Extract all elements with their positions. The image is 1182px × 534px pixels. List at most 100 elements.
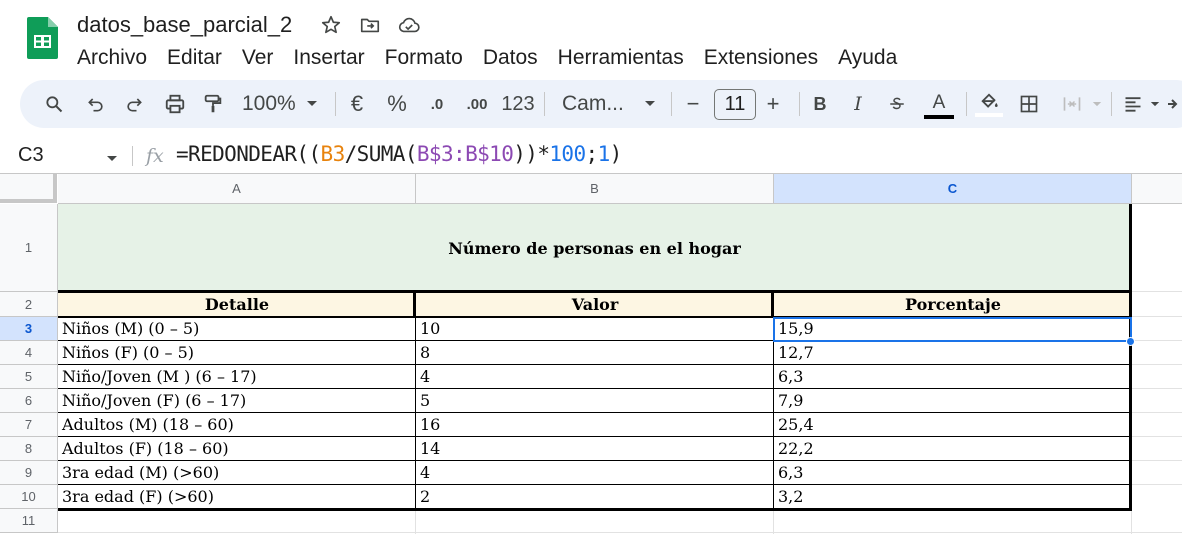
- gridline: [415, 510, 416, 534]
- cell-a4[interactable]: Niños (F) (0 – 5): [62, 343, 195, 362]
- table-border: [58, 340, 1132, 341]
- document-title[interactable]: datos_base_parcial_2: [77, 12, 293, 37]
- cell-a6[interactable]: Niño/Joven (F) (6 – 17): [62, 391, 247, 410]
- search-menus-icon[interactable]: [40, 80, 68, 128]
- menu-archivo[interactable]: Archivo: [77, 46, 148, 69]
- text-color-button[interactable]: A: [922, 80, 956, 128]
- formula-input[interactable]: =REDONDEAR((B3/SUMA(B$3:B$10))*100;1): [176, 142, 622, 166]
- fill-color-icon[interactable]: [974, 80, 1004, 128]
- row-header-2[interactable]: 2: [0, 292, 58, 317]
- cell-b5[interactable]: 4: [420, 367, 431, 386]
- menu-ayuda[interactable]: Ayuda: [838, 46, 898, 69]
- increase-font-size-button[interactable]: +: [766, 91, 780, 116]
- font-size-input[interactable]: 11: [714, 89, 756, 120]
- align-left-icon[interactable]: [1120, 80, 1146, 128]
- currency-format-button[interactable]: €: [350, 91, 364, 116]
- borders-icon[interactable]: [1015, 80, 1043, 128]
- print-icon[interactable]: [161, 80, 189, 128]
- header-cell-valor[interactable]: Valor: [416, 292, 774, 317]
- table-border: [58, 436, 1132, 437]
- menu-insertar[interactable]: Insertar: [293, 46, 365, 69]
- menu-formato[interactable]: Formato: [384, 46, 463, 69]
- cell-c7[interactable]: 25,4: [778, 415, 814, 434]
- more-arrow-icon[interactable]: [1164, 80, 1180, 128]
- toolbar-divider: [799, 92, 800, 116]
- cell-a7[interactable]: Adultos (M) (18 – 60): [62, 415, 234, 434]
- row-header-3[interactable]: 3: [0, 317, 58, 341]
- column-header-a[interactable]: A: [58, 174, 416, 204]
- row-header-9[interactable]: 9: [0, 461, 58, 485]
- row-header-8[interactable]: 8: [0, 437, 58, 461]
- fill-handle[interactable]: [1126, 337, 1135, 346]
- move-folder-icon[interactable]: [359, 14, 381, 36]
- increase-decimals-label: .00: [466, 95, 488, 113]
- undo-icon[interactable]: [82, 80, 110, 128]
- menu-editar[interactable]: Editar: [167, 46, 222, 69]
- column-header-b[interactable]: B: [416, 174, 774, 204]
- cell-b9[interactable]: 4: [420, 463, 431, 482]
- paint-format-icon[interactable]: [199, 80, 227, 128]
- redo-icon[interactable]: [120, 80, 148, 128]
- bold-button[interactable]: B: [813, 93, 827, 114]
- font-dropdown-icon[interactable]: [642, 80, 658, 128]
- zoom-select[interactable]: 100%: [242, 92, 296, 115]
- cell-b8[interactable]: 14: [420, 439, 441, 458]
- cell-c8[interactable]: 22,2: [778, 439, 814, 458]
- menu-bar: Archivo Editar Ver Insertar Formato Dato…: [77, 44, 907, 72]
- cell-a5[interactable]: Niño/Joven (M ) (6 – 17): [62, 367, 257, 386]
- table-border: [58, 460, 1132, 461]
- menu-datos[interactable]: Datos: [482, 46, 538, 69]
- cell-b10[interactable]: 2: [420, 487, 431, 506]
- cell-b3[interactable]: 10: [420, 319, 441, 338]
- percent-format-button[interactable]: %: [387, 91, 407, 116]
- row-header-11[interactable]: 11: [0, 509, 58, 533]
- row-header-6[interactable]: 6: [0, 389, 58, 413]
- cell-b7[interactable]: 16: [420, 415, 441, 434]
- table-border: [771, 291, 774, 318]
- strikethrough-icon[interactable]: [884, 80, 910, 128]
- name-box[interactable]: C3: [18, 144, 44, 166]
- cell-c6[interactable]: 7,9: [778, 391, 804, 410]
- menu-ver[interactable]: Ver: [241, 46, 274, 69]
- cloud-saved-icon[interactable]: [397, 14, 420, 36]
- cell-a10[interactable]: 3ra edad (F) (>60): [62, 487, 214, 506]
- cell-a9[interactable]: 3ra edad (M) (>60): [62, 463, 220, 482]
- cell-b4[interactable]: 8: [420, 343, 431, 362]
- merge-cells-icon[interactable]: [1058, 80, 1086, 128]
- header-cell-porcentaje[interactable]: Porcentaje: [774, 292, 1132, 317]
- menu-herramientas[interactable]: Herramientas: [557, 46, 684, 69]
- star-icon[interactable]: [320, 14, 342, 36]
- cell-c5[interactable]: 6,3: [778, 367, 804, 386]
- column-header-d[interactable]: [1132, 174, 1182, 204]
- cell-b6[interactable]: 5: [420, 391, 431, 410]
- cell-a8[interactable]: Adultos (F) (18 – 60): [62, 439, 229, 458]
- menu-extensiones[interactable]: Extensiones: [703, 46, 819, 69]
- cell-a3[interactable]: Niños (M) (0 – 5): [62, 319, 200, 338]
- row-header-1[interactable]: 1: [0, 204, 58, 292]
- table-border: [773, 317, 774, 510]
- font-family-select[interactable]: Cam...: [562, 92, 624, 115]
- align-dropdown-icon[interactable]: [1148, 80, 1162, 128]
- select-all-corner[interactable]: [0, 174, 57, 203]
- row-header-4[interactable]: 4: [0, 341, 58, 365]
- cell-c10[interactable]: 3,2: [778, 487, 804, 506]
- decrease-decimals-button[interactable]: .0: [423, 80, 451, 128]
- zoom-dropdown-icon[interactable]: [304, 80, 320, 128]
- column-header-c[interactable]: C: [774, 174, 1132, 204]
- merge-dropdown-icon[interactable]: [1090, 80, 1104, 128]
- more-formats-button[interactable]: 123: [501, 92, 535, 115]
- row-header-5[interactable]: 5: [0, 365, 58, 389]
- header-cell-detalle[interactable]: Detalle: [58, 292, 416, 317]
- cell-c4[interactable]: 12,7: [778, 343, 814, 362]
- row-header-7[interactable]: 7: [0, 413, 58, 437]
- cell-c3[interactable]: 15,9: [778, 319, 814, 338]
- name-box-dropdown-icon[interactable]: [106, 150, 118, 168]
- cell-c9[interactable]: 6,3: [778, 463, 804, 482]
- formula-range-ref: B$3:B$10: [416, 142, 514, 166]
- decrease-font-size-button[interactable]: −: [686, 91, 700, 116]
- increase-decimals-button[interactable]: .00: [460, 80, 494, 128]
- sheets-logo-icon[interactable]: [27, 17, 58, 59]
- italic-button[interactable]: I: [854, 93, 862, 115]
- row-header-10[interactable]: 10: [0, 485, 58, 509]
- table-title-cell[interactable]: Número de personas en el hogar: [58, 204, 1131, 292]
